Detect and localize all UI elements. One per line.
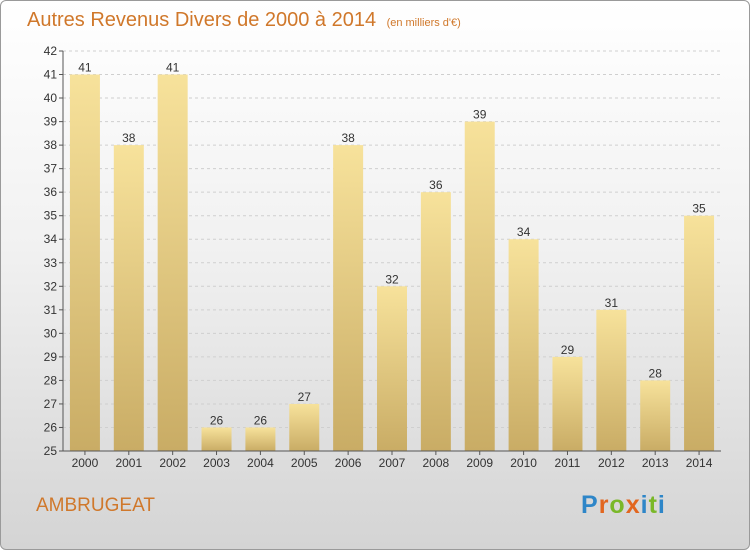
- y-tick-label: 28: [44, 373, 58, 387]
- logo-letter: P: [581, 491, 599, 519]
- y-tick-label: 25: [44, 444, 58, 458]
- x-tick-label: 2011: [555, 456, 581, 470]
- logo-letter: i: [640, 491, 649, 519]
- y-tick-label: 38: [44, 138, 58, 152]
- x-tick-label: 2008: [423, 456, 450, 470]
- logo-letter: r: [598, 491, 610, 519]
- bar-value-label: 26: [254, 413, 268, 427]
- y-tick-label: 37: [44, 162, 58, 176]
- bar: [508, 239, 539, 451]
- bar-value-label: 29: [561, 343, 575, 357]
- bar-value-label: 26: [210, 413, 224, 427]
- x-tick-label: 2003: [203, 456, 230, 470]
- x-tick-label: 2010: [510, 456, 537, 470]
- bar: [684, 215, 715, 451]
- x-tick-label: 2002: [159, 456, 186, 470]
- bar-value-label: 41: [166, 61, 180, 75]
- chart-title-unit: (en milliers d'€): [386, 17, 461, 29]
- logo-letter: i: [657, 491, 666, 519]
- bar: [289, 403, 320, 451]
- chart-title-text: Autres Revenus Divers de 2000 à 2014: [27, 9, 377, 31]
- commune-name: AMBRUGEAT: [36, 495, 155, 516]
- x-tick-label: 2007: [379, 456, 406, 470]
- x-tick-label: 2012: [598, 456, 625, 470]
- logo-letter: t: [648, 491, 658, 519]
- bar: [420, 192, 451, 452]
- x-tick-label: 2013: [642, 456, 669, 470]
- bar-value-label: 28: [649, 366, 663, 380]
- bar: [113, 145, 144, 451]
- logo-letter: x: [625, 491, 641, 519]
- chart-title: Autres Revenus Divers de 2000 à 2014 (en…: [27, 9, 461, 32]
- bar: [157, 74, 188, 451]
- bar: [596, 309, 627, 451]
- x-tick-label: 2005: [291, 456, 318, 470]
- bar: [69, 74, 100, 451]
- y-tick-label: 42: [44, 44, 58, 58]
- proxiti-logo: Proxiti: [581, 491, 666, 520]
- bar-value-label: 38: [122, 131, 136, 145]
- bar-value-label: 32: [385, 272, 399, 286]
- bar: [640, 380, 671, 451]
- y-tick-label: 34: [44, 232, 58, 246]
- y-tick-label: 27: [44, 397, 58, 411]
- y-tick-label: 35: [44, 209, 58, 223]
- bar-value-label: 41: [78, 61, 92, 75]
- bar: [245, 427, 276, 451]
- bar-value-label: 36: [429, 178, 443, 192]
- x-tick-label: 2004: [247, 456, 274, 470]
- x-tick-label: 2000: [72, 456, 99, 470]
- y-tick-label: 32: [44, 279, 58, 293]
- bar: [377, 286, 407, 451]
- bar-value-label: 27: [298, 390, 312, 404]
- y-tick-label: 40: [44, 91, 58, 105]
- logo-letter: o: [609, 491, 626, 519]
- y-tick-label: 31: [44, 303, 58, 317]
- bar: [333, 145, 364, 451]
- y-tick-label: 30: [44, 326, 58, 340]
- bar-value-label: 34: [517, 225, 531, 239]
- y-tick-label: 26: [44, 420, 58, 434]
- bar-value-label: 31: [605, 296, 619, 310]
- x-tick-label: 2006: [335, 456, 362, 470]
- bar: [552, 356, 583, 451]
- bar-value-label: 35: [692, 202, 706, 216]
- bar: [201, 427, 232, 451]
- y-tick-label: 41: [44, 68, 58, 82]
- y-tick-label: 36: [44, 185, 58, 199]
- y-tick-label: 29: [44, 350, 58, 364]
- y-tick-label: 39: [44, 115, 58, 129]
- bar-value-label: 39: [473, 108, 487, 122]
- x-tick-label: 2001: [115, 456, 142, 470]
- bar-value-label: 38: [341, 131, 355, 145]
- y-tick-label: 33: [44, 256, 58, 270]
- x-tick-label: 2014: [686, 456, 713, 470]
- bar: [464, 121, 495, 452]
- x-tick-label: 2009: [466, 456, 493, 470]
